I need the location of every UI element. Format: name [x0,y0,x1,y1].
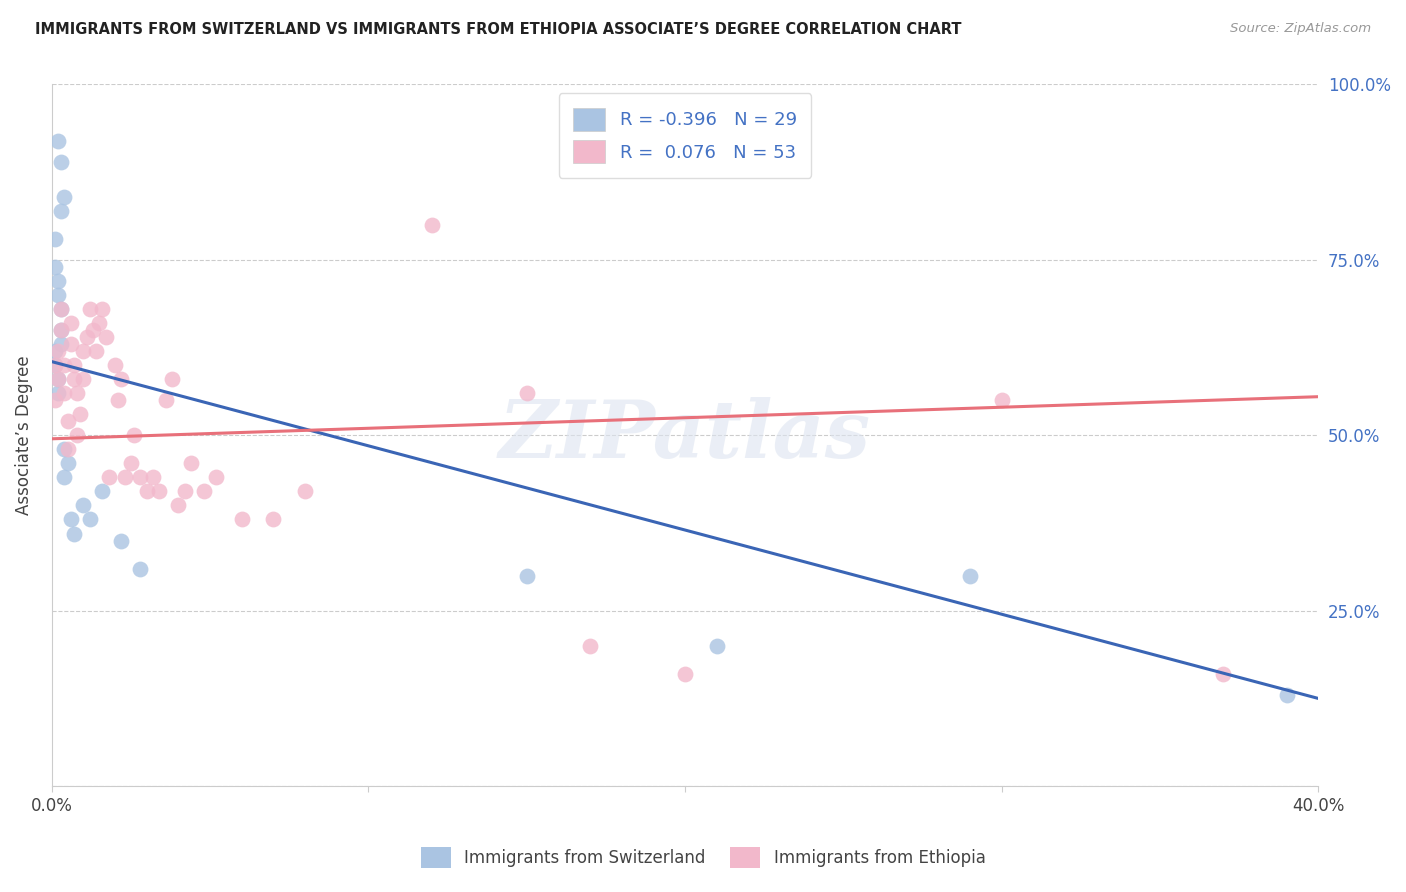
Text: Source: ZipAtlas.com: Source: ZipAtlas.com [1230,22,1371,36]
Point [516,386,538,401]
Point [76,330,98,344]
Text: ZIPatlas: ZIPatlas [499,397,872,474]
Legend: Immigrants from Switzerland, Immigrants from Ethiopia: Immigrants from Switzerland, Immigrants … [413,840,993,875]
Point [53,386,76,401]
Point [91,484,114,499]
Point [53,190,76,204]
Point [82,323,104,337]
Point [51,301,73,316]
Point [46,344,69,359]
Point [94,330,117,344]
Point [53,442,76,457]
Point [51,154,73,169]
Point [56,414,79,428]
Point [110,372,132,386]
Point [579,639,602,653]
Point [97,470,120,484]
Point [516,568,538,582]
Point [104,358,127,372]
Point [420,218,443,232]
Point [56,442,79,457]
Point [129,561,152,575]
Point [231,512,253,526]
Point [51,323,73,337]
Point [148,484,170,499]
Point [155,393,177,408]
Point [107,393,129,408]
Point [51,337,73,351]
Point [69,407,91,421]
Point [110,533,132,548]
Point [53,358,76,372]
Point [56,456,79,470]
Point [205,470,228,484]
Point [63,526,86,541]
Point [44,232,66,246]
Point [59,316,82,330]
Point [46,386,69,401]
Point [294,484,316,499]
Point [72,499,94,513]
Point [193,484,215,499]
Point [114,470,136,484]
Point [84,344,107,359]
Point [44,393,66,408]
Point [46,288,69,302]
Point [167,499,190,513]
Point [1275,688,1298,702]
Point [990,393,1012,408]
Point [44,344,66,359]
Point [72,344,94,359]
Point [63,358,86,372]
Point [120,456,142,470]
Point [59,512,82,526]
Point [44,260,66,274]
Point [72,372,94,386]
Point [79,512,101,526]
Point [173,484,195,499]
Point [46,274,69,288]
Point [46,372,69,386]
Point [89,316,111,330]
Text: IMMIGRANTS FROM SWITZERLAND VS IMMIGRANTS FROM ETHIOPIA ASSOCIATE’S DEGREE CORRE: IMMIGRANTS FROM SWITZERLAND VS IMMIGRANT… [35,22,962,37]
Point [706,639,728,653]
Point [51,203,73,218]
Legend: R = -0.396   N = 29, R =  0.076   N = 53: R = -0.396 N = 29, R = 0.076 N = 53 [558,94,811,178]
Point [66,386,89,401]
Point [53,470,76,484]
Point [129,470,152,484]
Point [135,484,157,499]
Point [673,666,696,681]
Point [59,337,82,351]
Point [1212,666,1234,681]
Point [180,456,202,470]
Point [46,372,69,386]
Point [91,301,114,316]
Point [63,372,86,386]
Point [51,323,73,337]
Point [262,512,284,526]
Point [44,358,66,372]
Y-axis label: Associate’s Degree: Associate’s Degree [15,356,32,515]
Point [142,470,165,484]
Point [44,358,66,372]
Point [46,134,69,148]
Point [959,568,981,582]
Point [122,428,145,442]
Point [66,428,89,442]
Point [79,301,101,316]
Point [51,301,73,316]
Point [160,372,183,386]
